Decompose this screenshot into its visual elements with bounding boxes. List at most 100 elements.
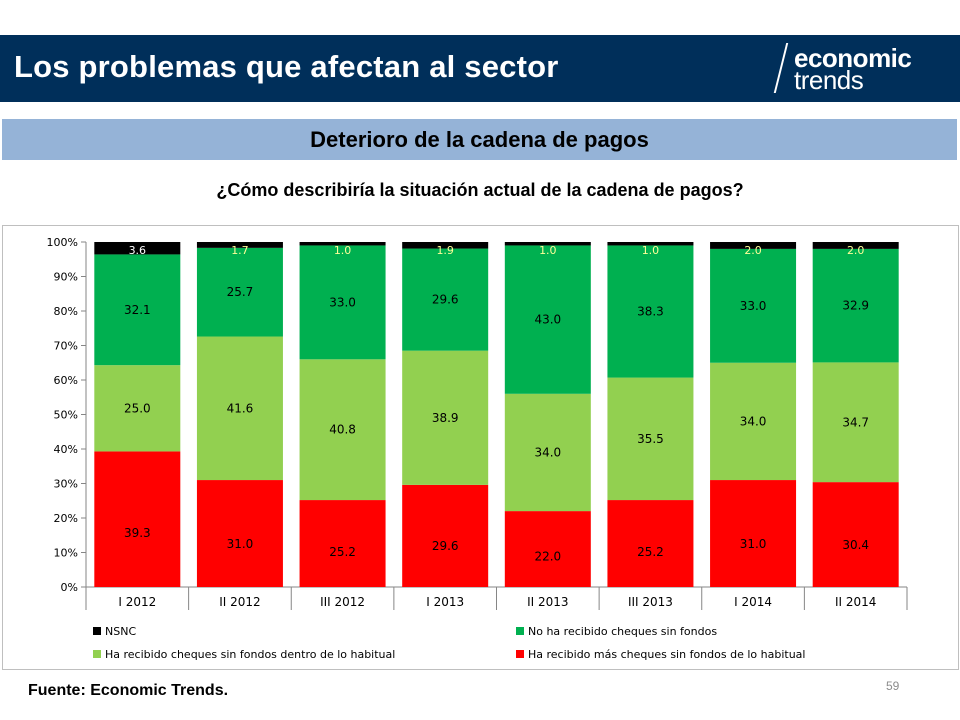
legend-label: NSNC	[105, 625, 136, 638]
bar-segment	[196, 480, 283, 587]
legend-label: Ha recibido cheques sin fondos dentro de…	[105, 648, 395, 661]
bar-segment	[812, 248, 899, 363]
y-tick-label: 100%	[47, 236, 78, 249]
legend-label: No ha recibido cheques sin fondos	[528, 625, 717, 638]
bar-segment	[299, 359, 386, 501]
bar-segment	[94, 451, 181, 587]
data-label: 22.0	[534, 550, 561, 564]
data-label: 32.1	[124, 303, 151, 317]
data-label: 33.0	[740, 299, 767, 313]
data-label: 41.6	[227, 401, 254, 415]
x-tick-label: I 2013	[426, 595, 464, 609]
data-label: 31.0	[227, 537, 254, 551]
data-label: 31.0	[740, 537, 767, 551]
section-subtitle: Deterioro de la cadena de pagos	[2, 119, 957, 160]
data-label: 1.0	[334, 244, 352, 257]
y-tick-label: 20%	[54, 512, 78, 525]
bar-segment	[94, 254, 181, 366]
slash-logo-icon	[773, 43, 789, 93]
data-label: 25.2	[329, 545, 356, 559]
data-label: 34.0	[534, 445, 561, 459]
bar-segment	[402, 242, 489, 249]
y-tick-label: 10%	[54, 547, 78, 560]
data-label: 1.9	[436, 244, 454, 257]
bar-segment	[299, 500, 386, 587]
data-label: 33.0	[329, 295, 356, 309]
y-tick-label: 30%	[54, 478, 78, 491]
bar-segment	[504, 245, 591, 394]
bar-segment	[196, 247, 283, 337]
bar-segment	[504, 242, 591, 246]
data-label: 38.9	[432, 411, 459, 425]
bar-segment	[607, 245, 694, 378]
y-tick-label: 50%	[54, 409, 78, 422]
data-label: 35.5	[637, 432, 664, 446]
data-label: 34.0	[740, 414, 767, 428]
data-label: 1.0	[642, 244, 660, 257]
x-tick-label: II 2014	[835, 595, 876, 609]
data-label: 1.0	[539, 244, 557, 257]
bar-segment	[402, 350, 489, 485]
bar-segment	[710, 362, 797, 481]
bar-segment	[402, 484, 489, 587]
data-label: 29.6	[432, 293, 459, 307]
bar-segment	[607, 500, 694, 587]
bar-segment	[196, 336, 283, 481]
bar-segment	[812, 362, 899, 483]
data-label: 2.0	[744, 244, 762, 257]
data-label: 32.9	[842, 299, 869, 313]
bar-segment	[504, 393, 591, 512]
bar-segment	[812, 242, 899, 249]
bar-segment	[94, 365, 181, 452]
source-note: Fuente: Economic Trends.	[28, 682, 229, 699]
header-bar: Los problemas que afectan al sector econ…	[0, 35, 960, 102]
data-label: 25.2	[637, 545, 664, 559]
legend-swatch	[516, 627, 524, 635]
legend-swatch	[93, 627, 101, 635]
bar-segment	[710, 480, 797, 587]
legend-label: Ha recibido más cheques sin fondos de lo…	[528, 648, 805, 661]
bar-segment	[607, 377, 694, 501]
data-label: 3.6	[129, 244, 147, 257]
data-label: 29.6	[432, 539, 459, 553]
data-label: 25.0	[124, 401, 151, 415]
bar-segment	[299, 245, 386, 360]
y-tick-label: 80%	[54, 305, 78, 318]
bar-segment	[607, 242, 694, 246]
data-label: 39.3	[124, 526, 151, 540]
y-tick-label: 70%	[54, 340, 78, 353]
logo-word-economic: economic	[794, 43, 912, 73]
page-title: Los problemas que afectan al sector	[14, 49, 559, 84]
data-label: 30.4	[842, 538, 869, 552]
bar-segment	[299, 242, 386, 246]
x-tick-label: I 2014	[734, 595, 772, 609]
y-tick-label: 90%	[54, 271, 78, 284]
chart-area: 0% 10% 20% 30% 40% 50% 60% 70% 80% 90% 100% I 2012 I…	[2, 225, 959, 670]
x-tick-label: II 2012	[219, 595, 260, 609]
stacked-bar-chart: 0% 10% 20% 30% 40% 50% 60% 70% 80% 90% 100% I 2012 I…	[47, 236, 908, 661]
legend-swatch	[516, 650, 524, 658]
page-number: 59	[886, 679, 900, 693]
data-label: 34.7	[842, 415, 869, 429]
bar-segment	[94, 242, 181, 255]
y-tick-label: 40%	[54, 443, 78, 456]
data-label: 1.7	[231, 244, 249, 257]
bar-segment	[710, 248, 797, 363]
legend-swatch	[93, 650, 101, 658]
economic-trends-logo: economic trends	[773, 43, 946, 95]
data-label: 43.0	[534, 313, 561, 327]
data-label: 38.3	[637, 305, 664, 319]
bar-segment	[196, 242, 283, 248]
x-tick-label: III 2013	[628, 595, 673, 609]
bar-segment	[812, 482, 899, 587]
logo-word-trends: trends	[794, 65, 864, 95]
data-label: 40.8	[329, 423, 356, 437]
data-label: 25.7	[227, 285, 254, 299]
bar-segment	[710, 242, 797, 249]
y-tick-label: 0%	[61, 581, 78, 594]
y-tick-label: 60%	[54, 374, 78, 387]
data-label: 2.0	[847, 244, 865, 257]
bar-segment	[402, 248, 489, 351]
x-tick-label: III 2012	[320, 595, 365, 609]
x-tick-label: II 2013	[527, 595, 568, 609]
